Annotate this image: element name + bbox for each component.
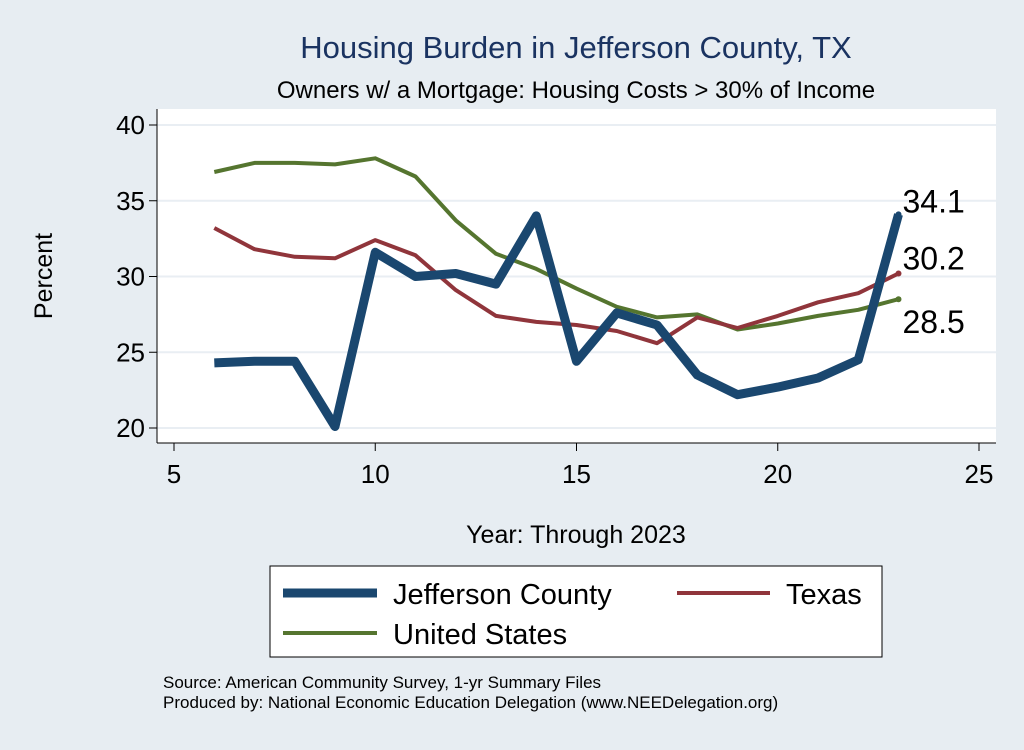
x-tick-label-2: 15: [562, 459, 591, 489]
end-marker-texas: [895, 270, 902, 277]
end-label-united-states: 28.5: [903, 304, 965, 340]
source-note: Source: American Community Survey, 1-yr …: [163, 673, 601, 692]
y-tick-label-2: 30: [116, 262, 145, 292]
legend-box: [269, 565, 883, 658]
y-axis-title: Percent: [30, 233, 58, 319]
x-tick-label-0: 5: [167, 459, 181, 489]
x-axis-ticks: 5 10 15 20 25: [167, 443, 994, 489]
end-marker-jefferson-county: [895, 211, 902, 218]
legend-label-texas: Texas: [786, 579, 862, 611]
chart-subtitle: Owners w/ a Mortgage: Housing Costs > 30…: [277, 77, 875, 104]
end-label-texas: 30.2: [903, 240, 965, 276]
y-tick-label-0: 20: [116, 413, 145, 443]
series-line-texas: [213, 226, 900, 346]
legend-label-united-states: United States: [393, 619, 567, 651]
y-axis-ticks: 20 25 30 35 40: [116, 110, 157, 443]
y-tick-label-1: 25: [116, 337, 145, 367]
x-axis-title: Year: Through 2023: [466, 521, 686, 549]
x-tick-label-3: 20: [763, 459, 792, 489]
x-tick-label-1: 10: [361, 459, 390, 489]
produced-by-note: Produced by: National Economic Education…: [163, 693, 778, 712]
end-label-jefferson-county: 34.1: [903, 183, 965, 219]
end-labels: 34.1 30.2 28.5: [903, 183, 965, 340]
x-tick-label-4: 25: [965, 459, 994, 489]
series-line-jefferson-county: [214, 211, 903, 431]
legend: Jefferson County Texas United States: [283, 579, 862, 651]
y-tick-label-4: 40: [116, 110, 145, 140]
end-marker-united-states: [895, 296, 902, 303]
legend-label-jefferson-county: Jefferson County: [393, 579, 612, 611]
chart-title: Housing Burden in Jefferson County, TX: [300, 30, 852, 65]
y-tick-label-3: 35: [116, 186, 145, 216]
series-lines: [213, 156, 903, 431]
